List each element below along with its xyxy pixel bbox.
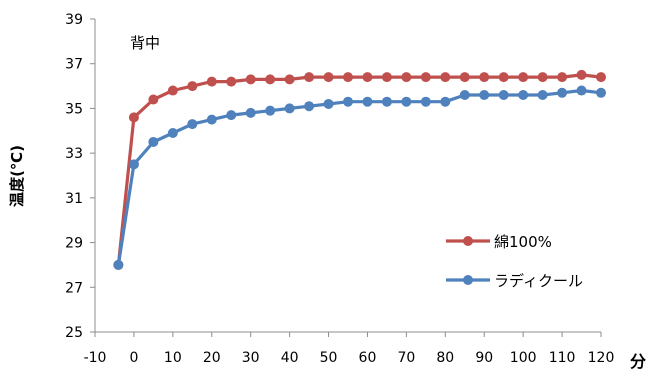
data-point: [401, 96, 412, 107]
y-tick-label: 37: [65, 57, 83, 73]
data-point: [148, 94, 159, 105]
x-tick-label: 60: [359, 350, 377, 366]
data-point: [537, 90, 548, 101]
x-tick-label: -10: [84, 350, 107, 366]
data-point: [206, 114, 217, 125]
x-tick-label: 80: [436, 350, 454, 366]
data-point: [596, 87, 606, 98]
data-point: [148, 136, 159, 147]
data-point: [128, 159, 139, 170]
data-point: [440, 96, 451, 107]
x-tick-label: 90: [475, 350, 493, 366]
data-point: [420, 96, 431, 107]
x-tick-label: 100: [510, 350, 537, 366]
data-point: [343, 96, 353, 107]
data-point: [323, 98, 334, 109]
data-point: [518, 72, 529, 83]
data-point: [167, 128, 178, 139]
x-tick-label: 70: [397, 350, 415, 366]
data-point: [479, 72, 490, 83]
legend-label-1: ラディクール: [494, 272, 583, 290]
data-point: [167, 85, 178, 96]
data-point: [459, 72, 470, 83]
data-point: [381, 96, 392, 107]
x-tick-label: 20: [203, 350, 221, 366]
y-tick-label: 25: [65, 325, 83, 341]
x-tick-label: 0: [129, 350, 138, 366]
data-point: [128, 112, 139, 123]
data-point: [518, 90, 529, 101]
y-tick-label: 29: [65, 236, 83, 252]
data-point: [304, 101, 315, 112]
x-tick-label: 110: [549, 350, 576, 366]
x-tick-label: 50: [320, 350, 338, 366]
data-point: [420, 72, 431, 83]
x-tick-label: 120: [588, 350, 615, 366]
y-tick-label: 27: [65, 280, 83, 296]
data-point: [596, 72, 606, 83]
data-point: [362, 72, 373, 83]
data-point: [245, 107, 256, 118]
data-point: [187, 119, 198, 130]
legend-marker-1: [463, 275, 473, 285]
legend-marker-0: [463, 236, 473, 246]
data-point: [479, 90, 490, 101]
data-point: [113, 259, 124, 270]
data-point: [323, 72, 334, 83]
chart-annotation: 背中: [130, 34, 160, 52]
data-point: [576, 69, 587, 80]
y-tick-label: 31: [65, 191, 83, 207]
x-tick-label: 10: [164, 350, 182, 366]
data-point: [187, 81, 198, 92]
data-point: [537, 72, 548, 83]
x-tick-label: 30: [242, 350, 260, 366]
data-point: [226, 76, 237, 87]
y-tick-label: 33: [65, 146, 83, 162]
data-point: [265, 105, 276, 116]
data-point: [498, 72, 509, 83]
data-point: [362, 96, 373, 107]
data-point: [557, 87, 568, 98]
y-tick-label: 39: [65, 12, 83, 28]
data-point: [265, 74, 276, 85]
data-point: [459, 90, 470, 101]
data-point: [284, 74, 295, 85]
data-point: [245, 74, 256, 85]
y-tick-label: 35: [65, 101, 83, 117]
x-tick-label: 40: [281, 350, 299, 366]
data-point: [284, 103, 295, 114]
data-point: [381, 72, 392, 83]
data-point: [304, 72, 315, 83]
data-point: [440, 72, 451, 83]
data-point: [557, 72, 568, 83]
legend-label-0: 綿100%: [494, 233, 552, 251]
data-point: [206, 76, 217, 87]
data-point: [576, 85, 587, 96]
x-axis-label: 分: [630, 352, 646, 371]
data-point: [401, 72, 412, 83]
data-point: [343, 72, 353, 83]
y-axis-label: 温度(℃): [8, 145, 26, 207]
data-point: [498, 90, 509, 101]
data-point: [226, 110, 237, 121]
